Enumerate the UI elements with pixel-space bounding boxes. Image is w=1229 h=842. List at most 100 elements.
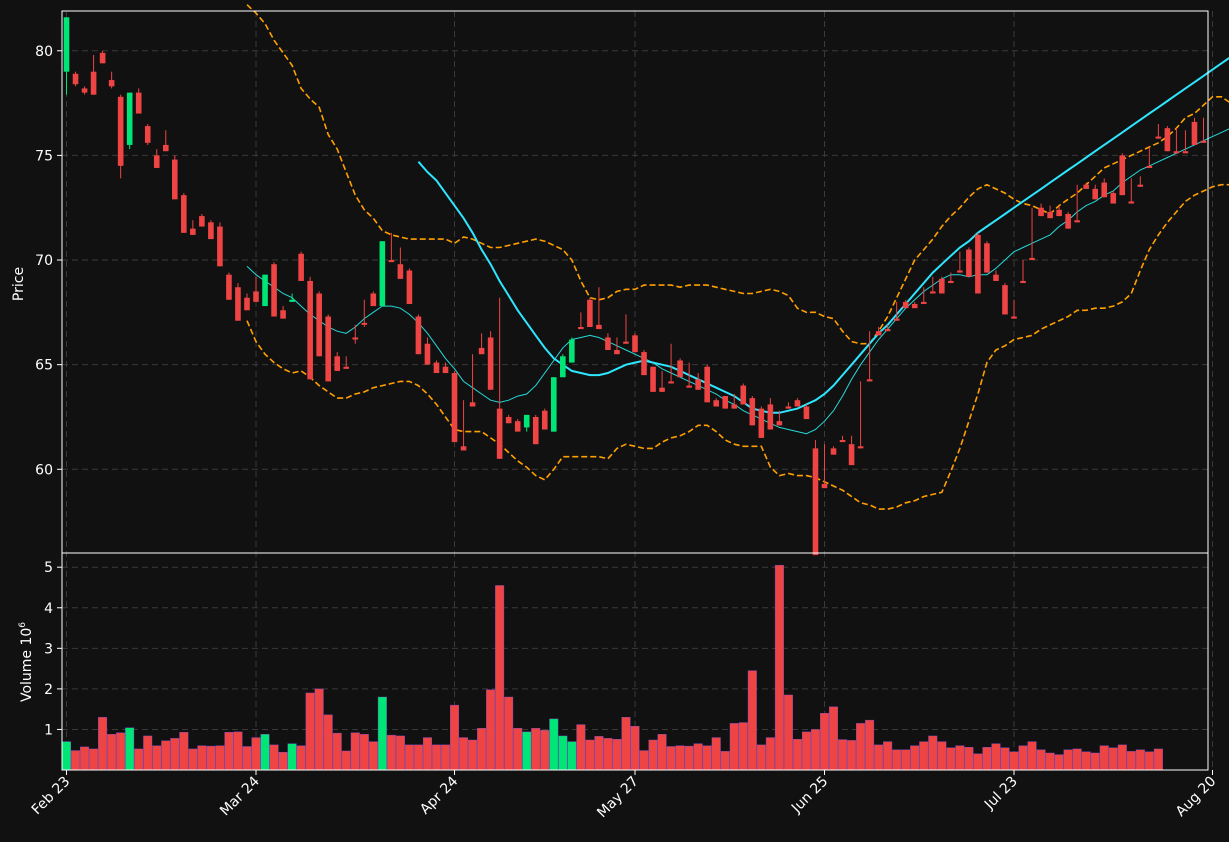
candle-body [839, 439, 846, 443]
candle-body [993, 274, 999, 281]
candle-body [460, 446, 467, 451]
volume-bar [422, 737, 432, 771]
volume-bar [540, 730, 550, 771]
volume-bar [98, 717, 108, 771]
candle-body [72, 73, 79, 85]
candle-body [857, 446, 864, 449]
volume-bar [567, 741, 577, 771]
candle-body [217, 226, 223, 267]
volume-bar [314, 688, 324, 771]
volume-bar [62, 741, 71, 771]
volume-bar [197, 745, 207, 771]
volume-bar [892, 749, 902, 771]
volume-bar [486, 689, 496, 771]
candle-body [1011, 316, 1017, 319]
volume-bar [720, 751, 730, 771]
volume-bar [693, 743, 703, 771]
candle-body [884, 329, 891, 332]
candle-body [1092, 188, 1099, 200]
volume-tick-label: 4 [44, 601, 53, 617]
candle-body [596, 324, 602, 330]
candle-body [767, 404, 774, 430]
volume-bar [973, 753, 983, 771]
volume-bar [585, 739, 595, 771]
candle-body [785, 406, 792, 409]
volume-bar [287, 743, 297, 771]
volume-bar [296, 745, 306, 771]
volume-bar [1009, 751, 1019, 771]
volume-bar [468, 739, 478, 771]
volume-bar [116, 732, 126, 771]
volume-bar [504, 696, 514, 771]
volume-bar [1045, 752, 1055, 771]
volume-bar [765, 737, 775, 771]
candle-body [623, 341, 629, 344]
candle-body [478, 347, 485, 355]
candle-body [541, 410, 548, 430]
bollinger-lower-line [246, 183, 1229, 510]
volume-bar [89, 748, 99, 771]
candle-body [1200, 140, 1207, 143]
volume-bar [630, 725, 640, 771]
candle-body [1110, 193, 1117, 204]
volume-bar [206, 745, 216, 771]
volume-bar [495, 585, 505, 771]
candle-body [632, 335, 638, 353]
volume-bar [856, 723, 866, 771]
volume-bar [188, 748, 198, 771]
candle-body [560, 356, 566, 378]
candle-body [153, 155, 160, 168]
volume-bar [441, 744, 450, 771]
slow-moving-average-line [417, 56, 1229, 414]
candle-body [108, 80, 115, 87]
candle-body [451, 373, 458, 443]
candle-body [244, 297, 250, 311]
candle-body [1020, 280, 1026, 284]
candle-body [975, 234, 981, 294]
volume-bar [639, 750, 649, 771]
candle-body [550, 377, 557, 432]
volume-bar [774, 564, 784, 771]
volume-bar [801, 731, 811, 771]
candle-body [334, 356, 341, 371]
volume-bar [224, 732, 234, 771]
volume-axis-exponent: 6 [18, 622, 28, 628]
candle-body [63, 17, 70, 72]
volume-bar [982, 747, 992, 771]
candle-body [893, 318, 900, 321]
volume-bar [107, 734, 117, 771]
candle-body [713, 400, 720, 407]
candle-body [171, 159, 178, 200]
volume-axis-title: Volume 106 [18, 622, 35, 702]
candle-body [117, 96, 124, 166]
candle-body [830, 448, 837, 455]
candle-body [442, 366, 449, 374]
volume-bar [143, 735, 153, 771]
candle-body [469, 402, 476, 407]
candle-body [424, 343, 431, 365]
candle-body [496, 408, 503, 459]
volume-bar [810, 729, 820, 771]
volume-bar [215, 745, 225, 771]
volume-bar [251, 737, 261, 771]
candle-body [668, 381, 674, 384]
volume-bar [179, 732, 189, 771]
volume-bar [1027, 741, 1037, 771]
volume-tick-label: 2 [44, 682, 53, 698]
volume-bar [657, 734, 667, 771]
candle-body [135, 92, 142, 114]
candle-body [686, 385, 692, 388]
candle-body [325, 316, 331, 382]
volume-bar [991, 743, 1001, 771]
volume-bar [1153, 748, 1163, 771]
candle-body [984, 243, 990, 273]
price-tick-label: 60 [35, 462, 53, 478]
volume-bar [612, 738, 622, 771]
candle-body [388, 260, 395, 263]
candle-body [1029, 257, 1035, 261]
candle-body [253, 291, 259, 302]
volume-bar [368, 741, 378, 771]
volume-bar [1000, 747, 1010, 771]
volume-bar [260, 734, 270, 771]
